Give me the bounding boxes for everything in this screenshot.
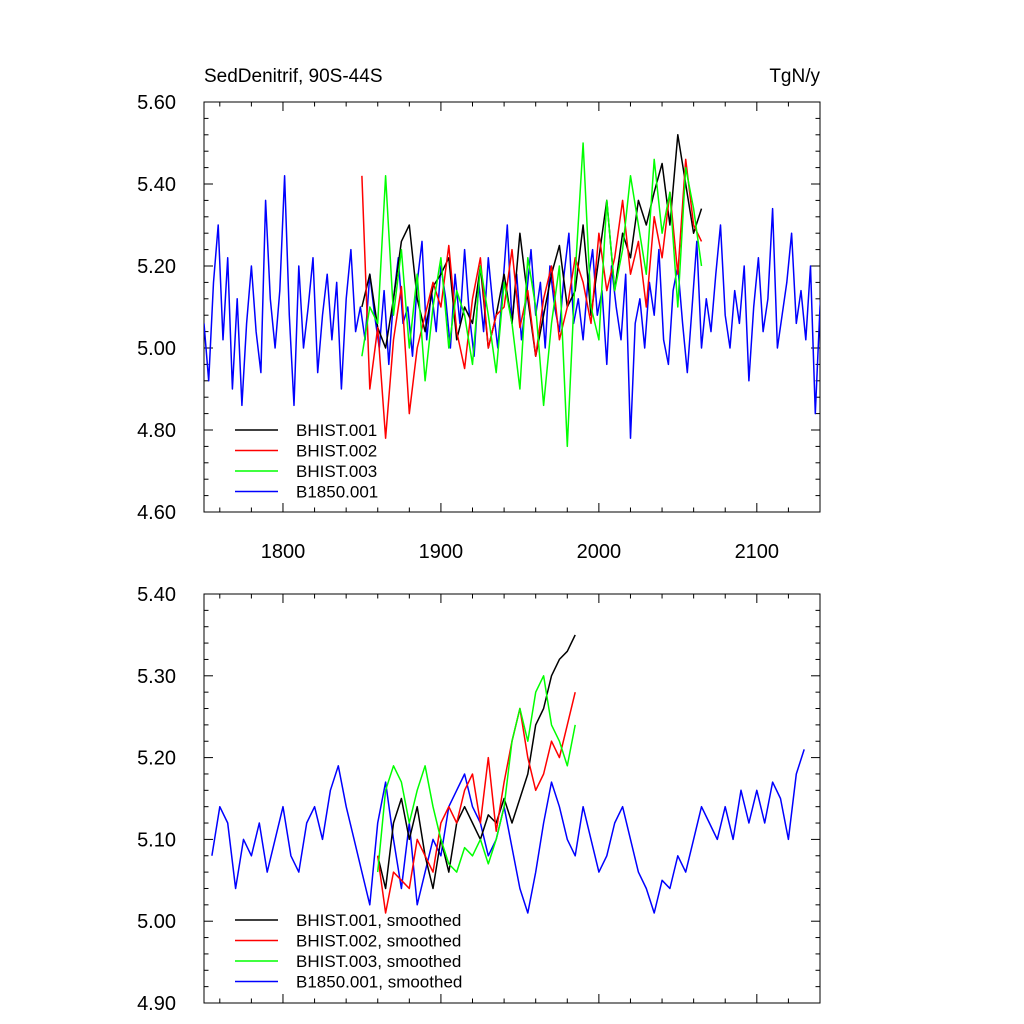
- y-tick-label: 4.80: [137, 420, 176, 442]
- y-tick-label: 5.60: [137, 92, 176, 114]
- x-tick-label: 1800: [261, 541, 306, 563]
- x-tick-label: 2100: [735, 541, 780, 563]
- y-tick-label: 5.00: [137, 338, 176, 360]
- series-group: [204, 134, 820, 448]
- x-tick-label: 2000: [577, 541, 622, 563]
- y-tick-label: 4.90: [137, 993, 176, 1015]
- y-tick-label: 5.00: [137, 911, 176, 933]
- y-tick-label: 5.30: [137, 666, 176, 688]
- legend-label: B1850.001, smoothed: [296, 973, 462, 992]
- series-line-bhist-003-smoothed: [376, 675, 576, 873]
- units-label: TgN/y: [769, 66, 820, 87]
- legend-label: B1850.001: [296, 483, 378, 502]
- legend-label: BHIST.003: [296, 462, 377, 481]
- series-line-bhist-001-smoothed: [376, 634, 576, 890]
- bottom-panel: 4.90 5.00 5.10 5.20 5.30 5.40 BHIST.001, smoot…: [137, 584, 821, 1015]
- y-tick-label: 5.20: [137, 748, 176, 770]
- series-line-bhist-002: [361, 158, 703, 439]
- y-tick-label: 5.20: [137, 256, 176, 278]
- series-line-bhist-002-smoothed: [376, 692, 576, 914]
- legend-label: BHIST.002: [296, 442, 377, 461]
- series-line-b1850-001-smoothed: [211, 749, 805, 914]
- legend-label: BHIST.002, smoothed: [296, 932, 461, 951]
- plot-frame: [203, 593, 821, 1004]
- x-tick-label: 1900: [419, 541, 464, 563]
- series-line-bhist-003: [361, 142, 703, 448]
- series-group: [211, 634, 805, 914]
- y-tick-label: 4.60: [137, 502, 176, 524]
- chart-title: SedDenitrif, 90S-44S: [204, 66, 383, 87]
- y-tick-label: 5.40: [137, 584, 176, 606]
- legend-label: BHIST.003, smoothed: [296, 952, 461, 971]
- legend-label: BHIST.001, smoothed: [296, 911, 461, 930]
- y-tick-label: 5.40: [137, 174, 176, 196]
- legend-label: BHIST.001: [296, 421, 377, 440]
- top-panel: 4.60 4.80 5.00 5.20 5.40 5.60 1800 1900 2000 2100…: [137, 92, 821, 563]
- y-tick-label: 5.10: [137, 829, 176, 851]
